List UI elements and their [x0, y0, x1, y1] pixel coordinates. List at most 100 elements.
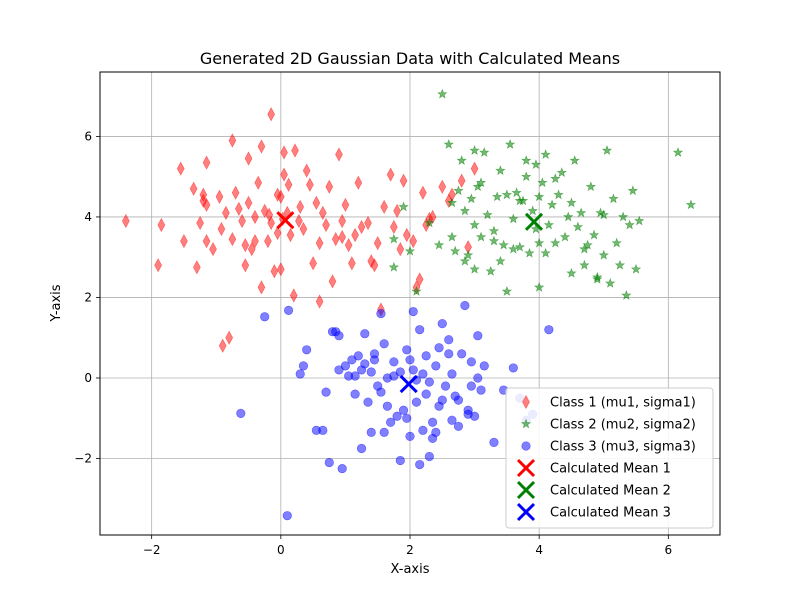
class-3-point — [298, 361, 309, 371]
class-1-point — [218, 338, 227, 353]
class-3-point — [421, 389, 431, 399]
class-3-point — [444, 349, 454, 359]
class-1-point — [470, 161, 479, 176]
class-2-point — [634, 215, 645, 226]
class-1-point — [260, 203, 269, 219]
class-2-point — [521, 155, 532, 166]
mean-1-legend-label: Calculated Mean 1 — [550, 462, 671, 477]
class-1-point — [180, 233, 188, 249]
class-3-point — [415, 459, 425, 470]
class-3-point — [408, 306, 418, 317]
class-1-point — [228, 133, 237, 148]
class-3-point — [402, 413, 412, 423]
class-3-point — [366, 367, 376, 377]
class-1-point — [247, 242, 256, 257]
class-1-point — [338, 229, 347, 245]
x-tick-label: 6 — [665, 543, 673, 557]
class-2-point — [543, 219, 555, 230]
class-2-point — [424, 217, 435, 228]
class-2-point — [475, 177, 487, 188]
class-2-legend-label: Class 2 (mu2, sigma2) — [550, 418, 696, 433]
class-3-point — [395, 367, 405, 377]
class-3-point — [418, 425, 428, 435]
class-1-point — [296, 199, 305, 215]
class-1-point — [341, 197, 350, 212]
class-2-point — [521, 171, 532, 182]
class-1-point — [202, 233, 211, 249]
mean-markers — [276, 211, 544, 394]
class-1-point — [286, 227, 295, 243]
class-2-point — [685, 199, 697, 210]
class-3-point — [418, 369, 428, 379]
class-1-point — [351, 227, 359, 243]
class-1-point — [312, 195, 321, 210]
y-tick-label: −2 — [74, 452, 92, 466]
class-2-point — [514, 195, 526, 206]
class-1-point — [302, 163, 311, 178]
class-1-point — [222, 205, 230, 221]
class-2-point — [672, 147, 684, 157]
class-1-point — [228, 231, 237, 247]
class-2-point — [472, 181, 484, 192]
class-1-point — [276, 262, 285, 277]
class-1-point — [390, 219, 398, 235]
class-2-point — [585, 181, 597, 192]
mean-1-marker — [276, 211, 295, 230]
class-2-point — [621, 289, 632, 300]
class-3-point — [415, 325, 425, 335]
class-1-point — [257, 280, 266, 295]
class-2-point — [627, 185, 639, 196]
mean-2-legend-label: Calculated Mean 2 — [550, 484, 671, 499]
class-1-point — [309, 256, 317, 271]
class-3-point — [302, 345, 312, 355]
class-3-point — [379, 339, 389, 349]
class-3-point — [466, 357, 476, 367]
class-1-point — [396, 242, 405, 257]
class-3-point — [318, 425, 328, 435]
class-3-point — [369, 355, 380, 365]
class-2-point — [485, 265, 496, 276]
class-1-point — [209, 242, 217, 257]
class-2-point — [630, 263, 642, 274]
class-3-point — [356, 443, 367, 454]
class-1-point — [157, 217, 166, 233]
x-tick-label: 4 — [535, 543, 543, 557]
class-3-point — [321, 387, 331, 397]
class-2-point — [537, 177, 548, 188]
class-1-point — [244, 151, 253, 166]
class-2-point — [495, 165, 506, 176]
mean-2-marker — [524, 212, 544, 231]
class-3-point — [508, 363, 518, 373]
class-3-point — [356, 365, 367, 375]
class-1-point — [370, 258, 379, 273]
class-2-point — [588, 229, 600, 240]
class-3-point — [460, 300, 470, 311]
class-2-point — [469, 263, 480, 274]
class-2-point — [556, 167, 567, 178]
class-3-point — [431, 361, 441, 371]
class-1-point — [189, 181, 198, 196]
class-2-point — [553, 189, 564, 200]
class-3-point — [437, 319, 447, 329]
class-2-point — [508, 243, 519, 254]
class-3-point — [444, 335, 454, 345]
class-1-point — [457, 173, 466, 188]
class-1-point — [338, 213, 347, 229]
class-1-legend-label: Class 1 (mu1, sigma1) — [550, 396, 696, 411]
class-1-point — [193, 260, 201, 275]
class-1-point — [267, 107, 275, 122]
class-2-point — [566, 267, 577, 278]
class-2-point — [508, 213, 519, 224]
class-3-point — [421, 351, 431, 361]
class-2-point — [469, 219, 480, 230]
class-3-point — [392, 411, 402, 421]
class-1-point — [121, 213, 130, 229]
class-2-point — [446, 197, 458, 208]
x-tick-label: 2 — [406, 543, 414, 557]
mean-3-marker — [399, 374, 418, 394]
class-3-legend-label: Class 3 (mu3, sigma3) — [550, 440, 696, 455]
class-1-point — [289, 288, 298, 303]
mean-3-legend-label: Calculated Mean 3 — [550, 506, 671, 521]
class-3-point — [469, 411, 480, 421]
class-3-point — [386, 417, 396, 427]
